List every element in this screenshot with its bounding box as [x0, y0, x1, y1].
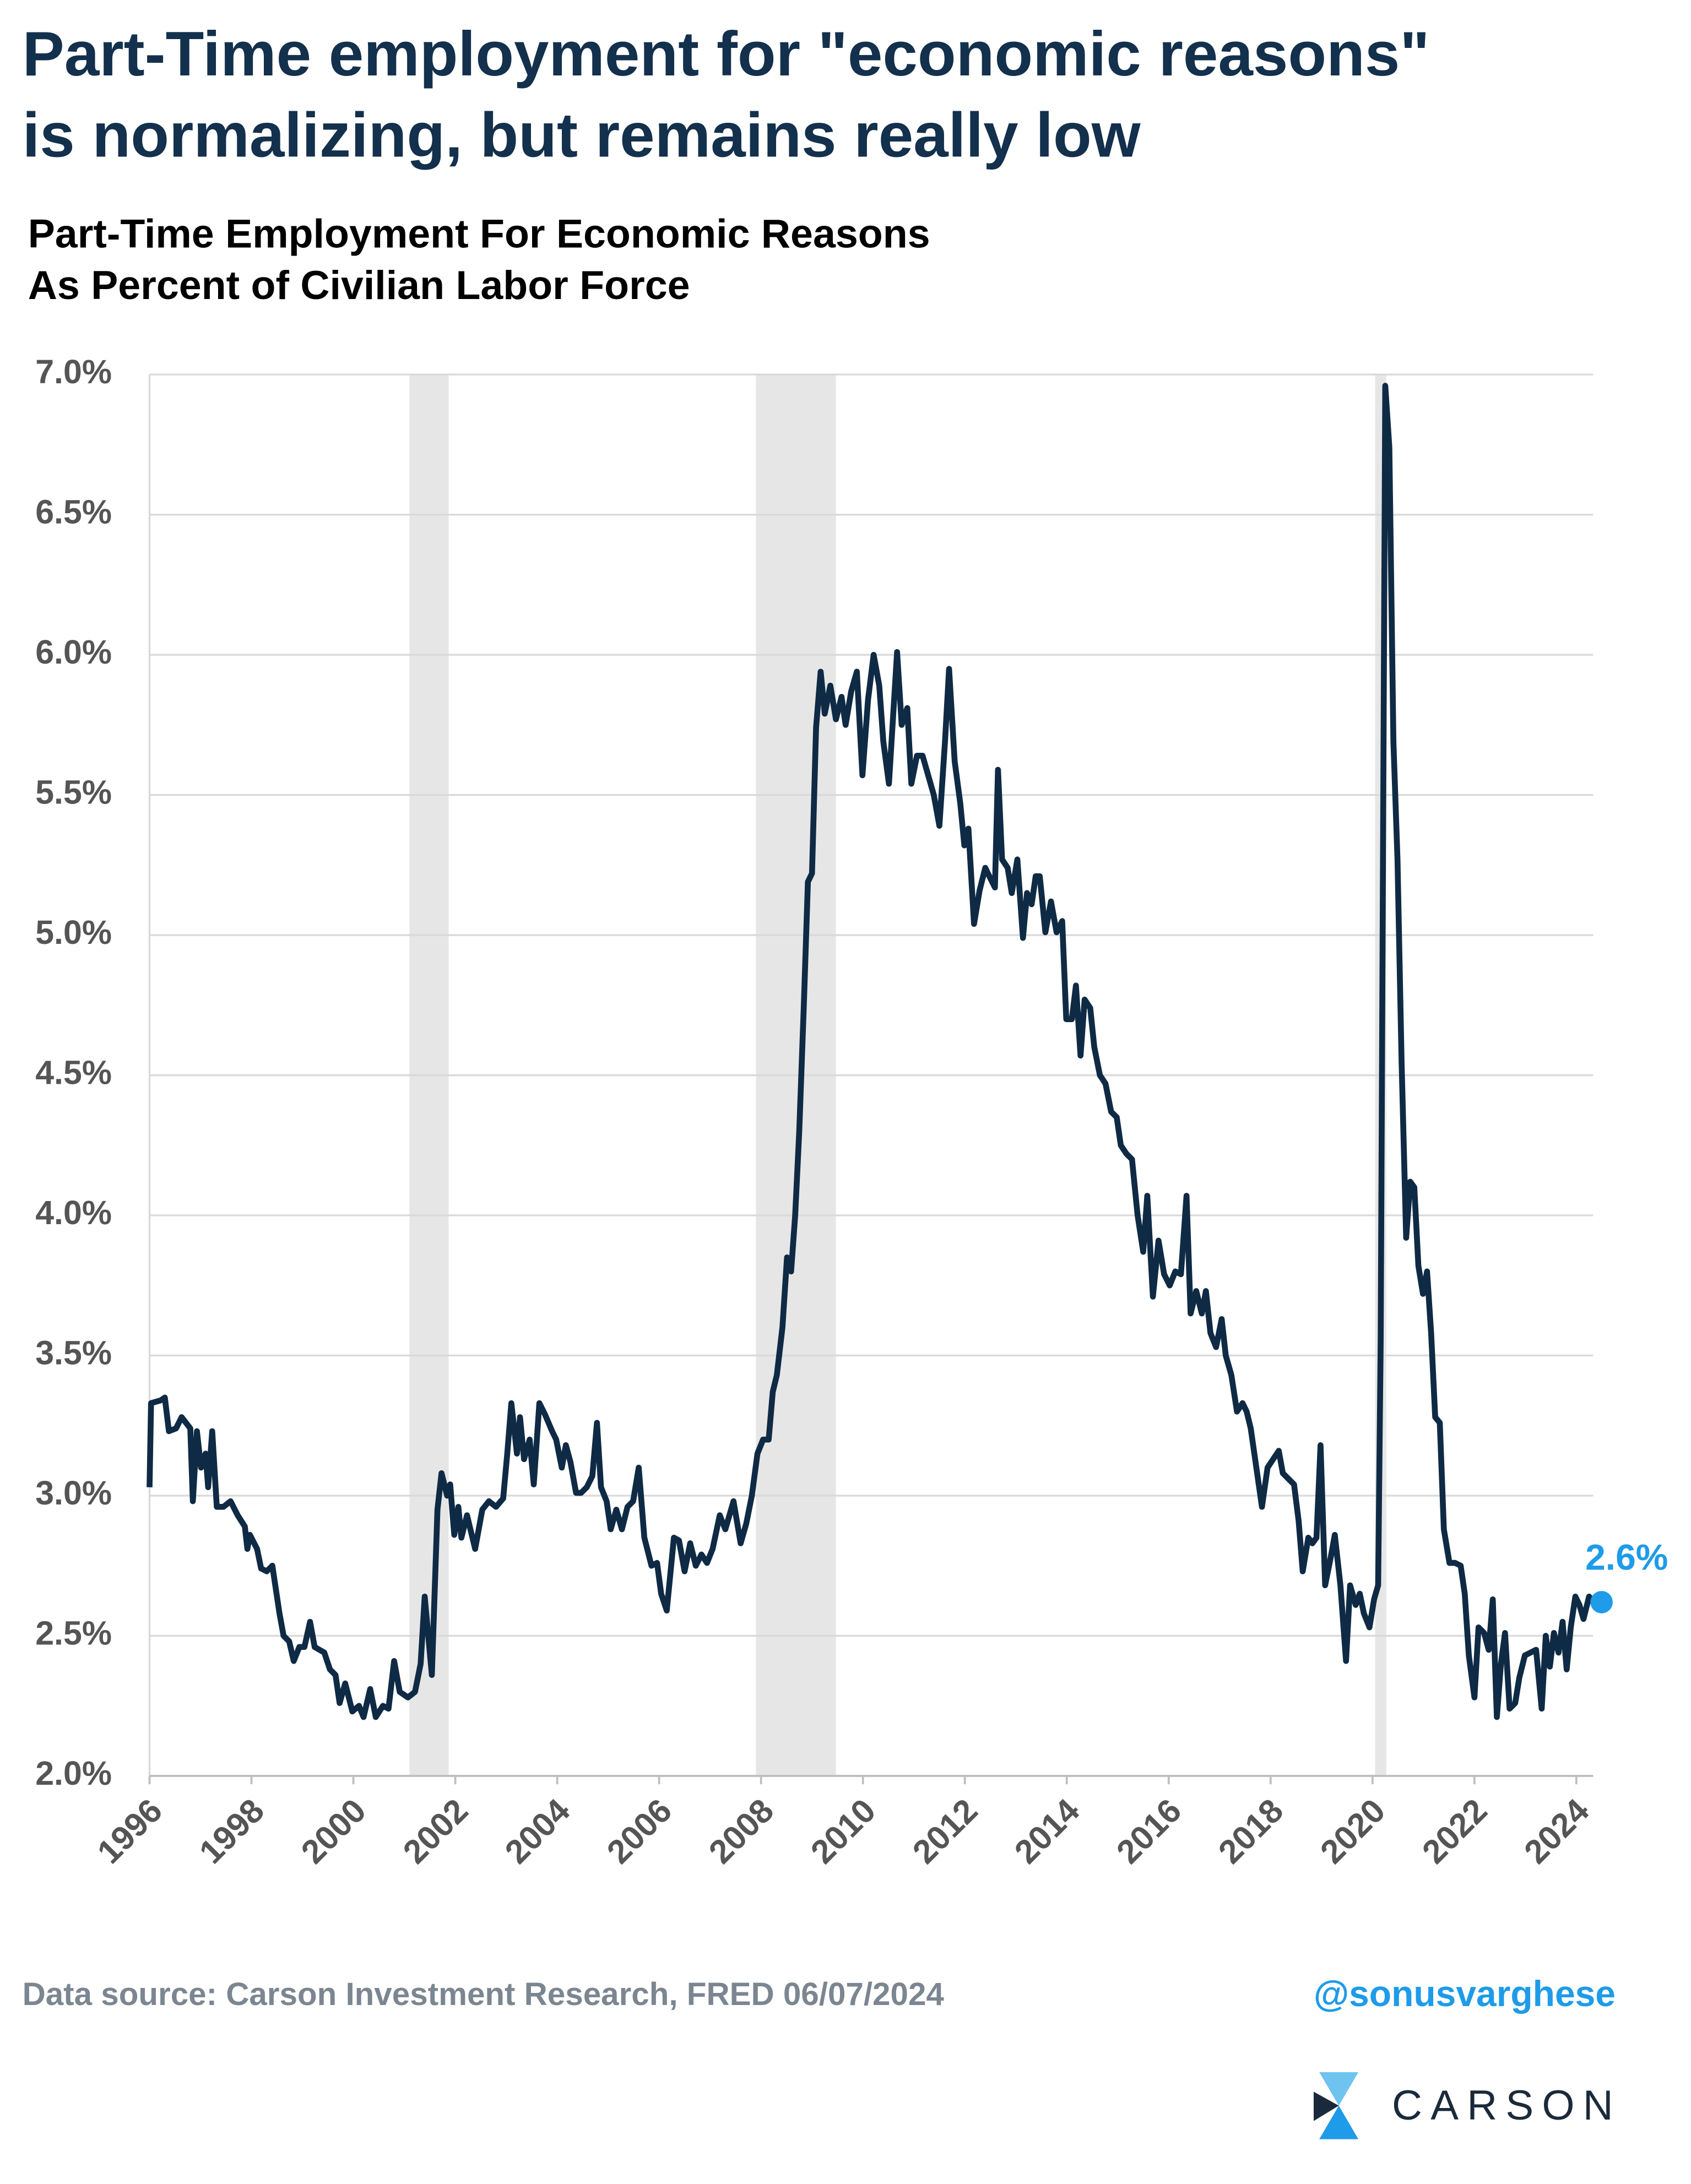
x-tick-label: 2018 — [1211, 1791, 1291, 1871]
handle: @sonusvarghese — [1314, 1973, 1616, 2014]
data-line — [147, 383, 1596, 1720]
chart-title: Part-Time employment for "economic reaso… — [23, 19, 1430, 89]
x-tick-label: 2004 — [498, 1791, 577, 1871]
y-tick-label: 4.0% — [35, 1194, 112, 1231]
y-tick-label: 3.5% — [35, 1334, 112, 1372]
x-tick-label: 1998 — [192, 1791, 271, 1871]
brand: CARSON — [1392, 2082, 1622, 2129]
logo-shape — [1319, 2105, 1359, 2139]
y-tick-label: 6.5% — [35, 493, 112, 531]
x-tick-label: 2000 — [294, 1791, 373, 1871]
plot-area: 2.0% 2.5% 3.0% 3.5% 4.0% 4.5% 5.0% 5.5% 6.0% 6.5%… — [35, 353, 1668, 1871]
logo: CARSON — [1313, 2072, 1622, 2139]
chart-title: is normalizing, but remains really low — [23, 100, 1141, 170]
x-tick-label: 2022 — [1415, 1791, 1494, 1871]
x-tick-label: 2008 — [702, 1791, 781, 1871]
y-tick-label: 2.0% — [35, 1754, 112, 1792]
x-tick-label: 2012 — [906, 1791, 985, 1871]
x-tick-label: 2002 — [395, 1791, 475, 1871]
y-tick-label: 6.0% — [35, 633, 112, 671]
source-note: Data source: Carson Investment Research,… — [23, 1976, 945, 2012]
y-tick-label: 5.0% — [35, 914, 112, 951]
x-tick-label: 2016 — [1109, 1791, 1189, 1871]
x-tick-label: 2024 — [1517, 1791, 1596, 1871]
x-tick-label: 1996 — [90, 1791, 169, 1871]
x-tick-label: 2020 — [1313, 1791, 1392, 1871]
logo-shape — [1313, 2091, 1339, 2121]
y-tick-label: 5.5% — [35, 774, 112, 811]
y-tick-label: 3.0% — [35, 1474, 112, 1512]
chart-subtitle: As Percent of Civilian Labor Force — [28, 262, 690, 308]
y-tick-label: 7.0% — [35, 353, 112, 390]
logo-shape — [1319, 2072, 1359, 2106]
x-tick-label: 2014 — [1007, 1791, 1087, 1871]
x-tick-label: 2006 — [600, 1791, 679, 1871]
y-tick-label: 4.5% — [35, 1054, 112, 1091]
end-label: 2.6% — [1585, 1537, 1668, 1578]
y-tick-label: 2.5% — [35, 1615, 112, 1652]
x-tick-label: 2010 — [804, 1791, 883, 1871]
end-point — [1590, 1591, 1613, 1613]
chart-subtitle: Part-Time Employment For Economic Reason… — [28, 210, 930, 256]
